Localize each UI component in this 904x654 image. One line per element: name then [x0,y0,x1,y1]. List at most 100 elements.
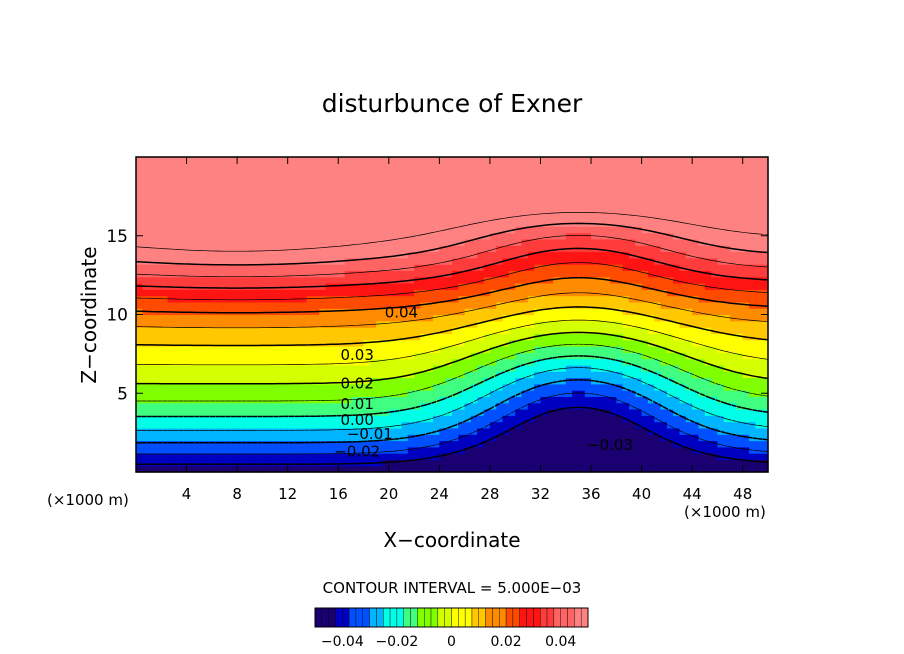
field-cell [136,163,143,171]
field-cell [218,276,226,284]
field-cell [565,264,573,271]
field-cell [148,264,156,271]
field-cell [363,163,371,171]
field-cell [433,446,440,454]
field-cell [742,194,750,202]
field-cell [338,251,346,259]
field-cell [407,358,415,366]
field-cell [559,409,567,416]
field-cell [489,295,497,303]
field-cell [616,289,624,297]
field-cell [692,390,700,397]
field-cell [717,402,725,410]
field-cell [470,358,478,366]
field-cell [369,175,377,183]
field-cell [628,264,636,271]
field-cell [148,201,156,208]
field-cell [540,377,548,385]
field-cell [218,327,226,334]
field-cell [388,440,396,448]
field-cell [470,352,478,360]
field-cell [546,220,554,227]
field-cell [230,157,238,164]
field-cell [458,245,466,253]
field-cell [439,308,447,316]
field-cell [407,427,415,435]
field-cell [300,377,308,385]
field-cell [742,232,750,240]
field-cell [622,446,630,454]
field-cell [540,446,548,454]
field-cell [401,434,409,442]
field-cell [603,169,611,177]
field-cell [268,188,276,196]
field-cell [610,175,617,183]
field-cell [755,421,763,429]
field-cell [243,358,251,366]
field-cell [211,301,219,309]
field-cell [717,371,725,379]
field-cell [363,157,371,164]
field-cell [749,257,756,265]
field-cell [186,289,194,297]
field-cell [610,226,617,234]
field-cell [136,270,143,278]
field-cell [483,333,491,341]
field-cell [591,295,598,303]
field-cell [508,220,516,227]
field-cell [527,238,535,246]
field-cell [395,163,403,171]
field-cell [692,358,700,366]
field-cell [464,409,472,416]
field-cell [401,295,409,303]
field-cell [325,339,333,347]
field-cell [142,245,150,253]
field-cell [249,264,257,271]
field-cell [736,257,744,265]
field-cell [439,226,447,234]
field-cell [338,213,346,221]
field-cell [161,257,169,265]
field-cell [673,459,681,467]
field-cell [249,421,257,429]
field-cell [508,169,516,177]
field-cell [521,415,529,423]
field-cell [344,346,352,353]
field-cell [483,226,491,234]
field-cell [679,157,687,164]
field-cell [578,446,586,454]
field-cell [325,220,333,227]
field-cell [591,163,598,171]
field-cell [205,421,213,429]
field-cell [186,207,194,215]
field-cell [692,421,700,429]
field-cell [420,201,428,208]
field-cell [666,446,674,454]
field-cell [142,358,150,366]
field-cell [382,207,390,215]
field-cell [553,201,561,208]
field-cell [572,415,579,423]
field-cell [180,251,188,259]
field-cell [205,339,213,347]
field-cell [616,434,624,442]
field-cell [742,320,750,328]
field-cell [218,421,226,429]
field-cell [464,320,472,328]
field-cell [325,194,333,202]
field-cell [470,339,478,347]
field-cell [515,270,523,278]
field-cell [540,270,548,278]
field-cell [186,163,194,171]
field-cell [167,364,175,372]
field-cell [755,434,763,442]
field-cell [294,346,301,353]
field-cell [458,465,466,473]
field-cell [420,270,428,278]
field-cell [275,182,282,190]
field-cell [622,213,630,221]
field-cell [610,157,617,164]
field-cell [312,301,320,309]
field-cell [635,175,643,183]
field-cell [192,453,200,460]
